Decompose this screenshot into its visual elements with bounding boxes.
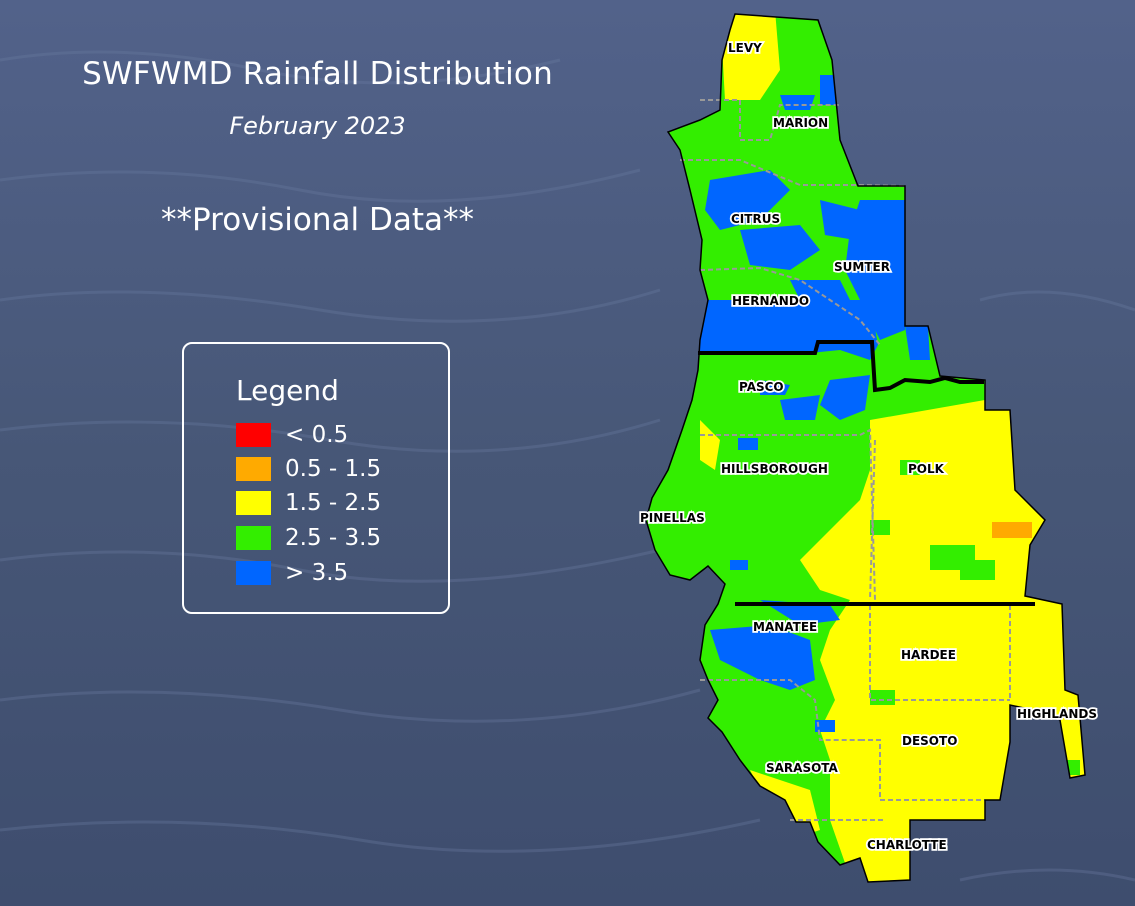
- provisional-note: **Provisional Data**: [161, 202, 474, 238]
- legend-swatch-blue: [236, 561, 271, 585]
- legend-title: Legend: [236, 374, 339, 407]
- legend-item-0-5-1-5: 0.5 - 1.5: [236, 456, 381, 482]
- county-label-manatee: MANATEE: [753, 620, 817, 634]
- legend-box: Legend < 0.5 0.5 - 1.5 1.5 - 2.5 2.5 - 3…: [182, 342, 450, 614]
- county-label-hernando: HERNANDO: [732, 294, 809, 308]
- county-label-charlotte: CHARLOTTE: [867, 838, 947, 852]
- county-label-desoto: DESOTO: [902, 734, 957, 748]
- legend-item-2-5-3-5: 2.5 - 3.5: [236, 525, 381, 551]
- map-subtitle: February 2023: [229, 112, 406, 140]
- county-labels: LEVY MARION CITRUS SUMTER HERNANDO PASCO…: [638, 39, 1098, 854]
- legend-swatch-red: [236, 423, 271, 447]
- map-title: SWFWMD Rainfall Distribution: [82, 56, 553, 92]
- county-label-polk: POLK: [908, 462, 945, 476]
- county-label-highlands: HIGHLANDS: [1017, 707, 1097, 721]
- legend-item-1-5-2-5: 1.5 - 2.5: [236, 490, 381, 516]
- region-outline: [645, 13, 1086, 883]
- county-label-sarasota: SARASOTA: [766, 761, 839, 775]
- county-label-sumter: SUMTER: [834, 260, 890, 274]
- legend-label: 1.5 - 2.5: [285, 490, 382, 516]
- legend-label: < 0.5: [285, 422, 349, 448]
- legend-label: 0.5 - 1.5: [285, 456, 382, 482]
- legend-item-lt-0-5: < 0.5: [236, 422, 348, 448]
- legend-swatch-yellow: [236, 491, 271, 515]
- county-label-levy: LEVY: [728, 41, 762, 55]
- county-label-citrus: CITRUS: [731, 212, 780, 226]
- county-label-pinellas: PINELLAS: [640, 511, 705, 525]
- county-label-hillsborough: HILLSBOROUGH: [721, 462, 828, 476]
- legend-label: > 3.5: [285, 560, 349, 586]
- county-label-marion: MARION: [773, 116, 828, 130]
- legend-swatch-green: [236, 526, 271, 550]
- county-label-hardee: HARDEE: [901, 648, 956, 662]
- county-label-pasco: PASCO: [739, 380, 784, 394]
- district-boundary: [698, 340, 1035, 606]
- legend-label: 2.5 - 3.5: [285, 525, 382, 551]
- legend-item-gt-3-5: > 3.5: [236, 560, 348, 586]
- legend-swatch-orange: [236, 457, 271, 481]
